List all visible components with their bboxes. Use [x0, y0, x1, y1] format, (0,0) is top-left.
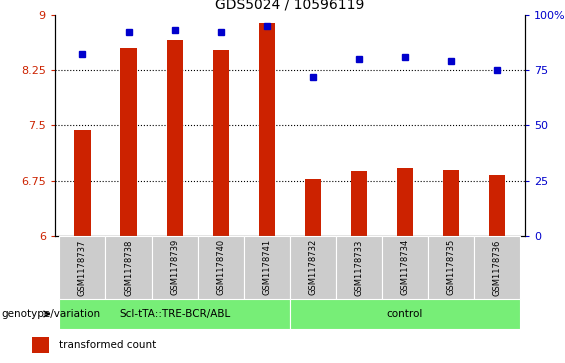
- Title: GDS5024 / 10596119: GDS5024 / 10596119: [215, 0, 364, 12]
- Bar: [443, 170, 459, 236]
- Bar: [382, 236, 428, 299]
- Bar: [336, 236, 382, 299]
- Text: GSM1178740: GSM1178740: [216, 239, 225, 295]
- Bar: [397, 168, 413, 236]
- Bar: [212, 50, 229, 236]
- Bar: [428, 236, 474, 299]
- Bar: [351, 171, 367, 236]
- Bar: [290, 236, 336, 299]
- Bar: [290, 299, 520, 329]
- Bar: [474, 236, 520, 299]
- Bar: [489, 175, 505, 236]
- Bar: [106, 236, 151, 299]
- Text: GSM1178739: GSM1178739: [170, 239, 179, 295]
- Text: GSM1178738: GSM1178738: [124, 239, 133, 295]
- Bar: [167, 40, 182, 236]
- Bar: [305, 179, 321, 236]
- Bar: [151, 236, 198, 299]
- Bar: [259, 23, 275, 236]
- Text: control: control: [387, 309, 423, 319]
- Text: transformed count: transformed count: [59, 340, 156, 350]
- Bar: [75, 130, 90, 236]
- Bar: [59, 236, 106, 299]
- Bar: [120, 48, 137, 236]
- Text: GSM1178736: GSM1178736: [493, 239, 502, 295]
- Text: GSM1178741: GSM1178741: [262, 239, 271, 295]
- Text: GSM1178732: GSM1178732: [308, 239, 318, 295]
- Bar: [244, 236, 290, 299]
- Bar: [198, 236, 244, 299]
- Text: GSM1178733: GSM1178733: [354, 239, 363, 295]
- Text: GSM1178734: GSM1178734: [401, 239, 410, 295]
- Text: GSM1178735: GSM1178735: [447, 239, 455, 295]
- Text: ScI-tTA::TRE-BCR/ABL: ScI-tTA::TRE-BCR/ABL: [119, 309, 231, 319]
- Bar: [32, 337, 49, 354]
- Text: genotype/variation: genotype/variation: [1, 309, 100, 319]
- Text: GSM1178737: GSM1178737: [78, 239, 87, 295]
- Bar: [59, 299, 290, 329]
